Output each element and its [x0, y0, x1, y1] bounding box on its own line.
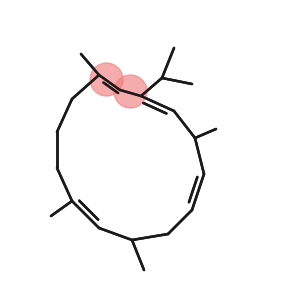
Circle shape	[90, 63, 123, 96]
Circle shape	[114, 75, 147, 108]
